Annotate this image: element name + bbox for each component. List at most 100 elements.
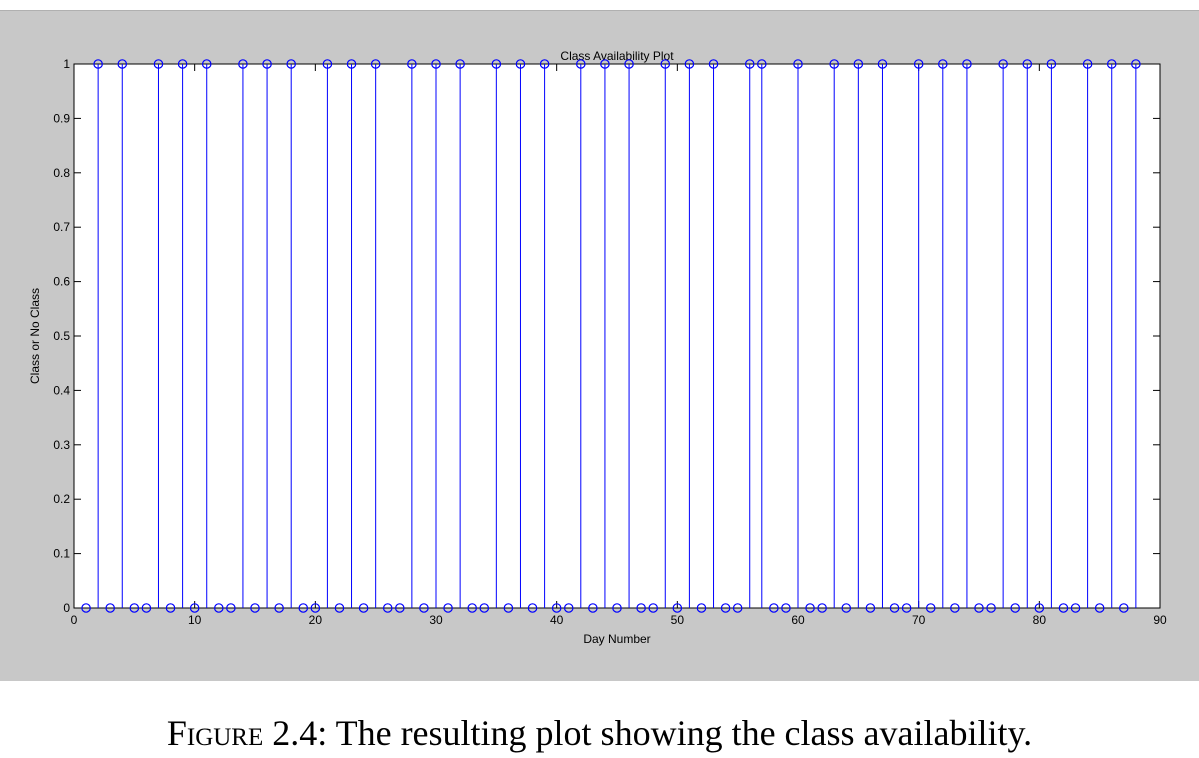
stem-marker [744, 59, 755, 69]
stem-marker [624, 59, 634, 69]
stem-marker [756, 59, 767, 69]
stem-marker [1070, 603, 1081, 613]
y-tick-label: 0.3 [53, 438, 70, 452]
stem-marker [551, 603, 562, 613]
stem-marker [1131, 59, 1141, 69]
stem-marker [539, 59, 550, 69]
stem-marker [974, 603, 984, 613]
stem-marker [262, 59, 272, 69]
stem-marker [117, 59, 128, 69]
stem-marker [913, 59, 924, 69]
stem-marker [527, 603, 538, 613]
chart-title: Class Availability Plot [560, 49, 674, 63]
x-tick-label: 60 [791, 613, 805, 627]
x-tick-label: 90 [1153, 613, 1167, 627]
y-tick-label: 0.6 [53, 275, 70, 289]
stem-marker [986, 603, 996, 613]
stem-marker [1094, 603, 1105, 613]
stem-marker [600, 59, 610, 69]
y-tick-label: 0.8 [53, 166, 70, 180]
stem-marker [250, 603, 260, 613]
x-axis-label: Day Number [583, 632, 650, 646]
stem-marker [455, 59, 465, 69]
stem-marker [829, 59, 839, 69]
y-tick-label: 0.5 [53, 329, 70, 343]
stem-marker [105, 603, 115, 613]
stem-marker [1046, 59, 1057, 69]
stem-marker [588, 603, 598, 613]
stem-marker [708, 59, 719, 69]
stem-marker [1058, 603, 1069, 613]
y-tick-label: 1 [63, 57, 70, 71]
x-tick-label: 30 [429, 613, 443, 627]
stem-marker [1082, 59, 1093, 69]
stem-marker [636, 603, 646, 613]
stem-marker [238, 59, 248, 69]
stem-marker [153, 59, 164, 69]
figure-caption: Figure 2.4: The resulting plot showing t… [0, 712, 1199, 754]
stem-marker [358, 603, 369, 613]
stem-marker [189, 603, 200, 613]
stem-marker [563, 603, 574, 613]
stem-marker [286, 59, 296, 69]
x-tick-label: 20 [309, 613, 323, 627]
stem-marker [431, 59, 441, 69]
stem-marker [937, 59, 948, 69]
stem-marker [998, 59, 1008, 69]
stem-marker [165, 603, 176, 613]
stem-series [81, 59, 1141, 613]
stem-marker [648, 603, 658, 613]
stem-marker [346, 59, 357, 69]
stem-marker [81, 603, 91, 613]
stem-marker [660, 59, 671, 69]
stem-marker [201, 59, 212, 69]
stem-marker [141, 603, 152, 613]
stem-marker [503, 603, 514, 613]
y-tick-label: 0.9 [53, 111, 70, 125]
stem-marker [370, 59, 381, 69]
stem-marker [322, 59, 333, 69]
figure-panel: Class Availability Plot 0 10 20 30 40 50 60 70 8… [0, 10, 1199, 681]
stem-marker [575, 59, 586, 69]
stem-marker [479, 603, 490, 613]
y-tick-label: 0 [63, 601, 70, 615]
x-tick-label: 10 [188, 613, 202, 627]
stem-marker [93, 59, 103, 69]
stem-marker [274, 603, 284, 613]
stem-marker [491, 59, 502, 69]
plot-area [73, 63, 1161, 609]
stem-marker [769, 603, 779, 613]
y-tick-label: 0.1 [53, 547, 70, 561]
y-tick-label: 0.2 [53, 492, 70, 506]
stem-marker [841, 603, 852, 613]
caption-text: The resulting plot showing the class ava… [327, 713, 1033, 753]
x-tick-label: 0 [71, 613, 78, 627]
stem-marker [1119, 603, 1129, 613]
stem-marker [732, 603, 743, 613]
figure-label: Figure 2.4: [166, 713, 328, 753]
stem-marker [443, 603, 453, 613]
stem-marker [382, 603, 393, 613]
y-axis-label: Class or No Class [28, 288, 42, 384]
stem-marker [889, 603, 900, 613]
stem-marker [805, 603, 815, 613]
stem-marker [1022, 59, 1033, 69]
stem-marker [793, 59, 803, 69]
stem-marker [407, 59, 417, 69]
stem-marker [684, 59, 695, 69]
x-tick-label: 80 [1033, 613, 1047, 627]
stem-marker [298, 603, 309, 613]
stem-marker [1106, 59, 1117, 69]
stem-marker [226, 603, 236, 613]
stem-marker [1010, 603, 1020, 613]
stem-marker [781, 603, 791, 613]
stem-marker [853, 59, 864, 69]
stem-marker [310, 603, 321, 613]
x-tick-label: 40 [550, 613, 564, 627]
stem-marker [129, 603, 140, 613]
stem-marker [925, 603, 936, 613]
stem-marker [817, 603, 827, 613]
stem-marker [962, 59, 972, 69]
stem-marker [214, 603, 224, 613]
stem-marker [612, 603, 622, 613]
